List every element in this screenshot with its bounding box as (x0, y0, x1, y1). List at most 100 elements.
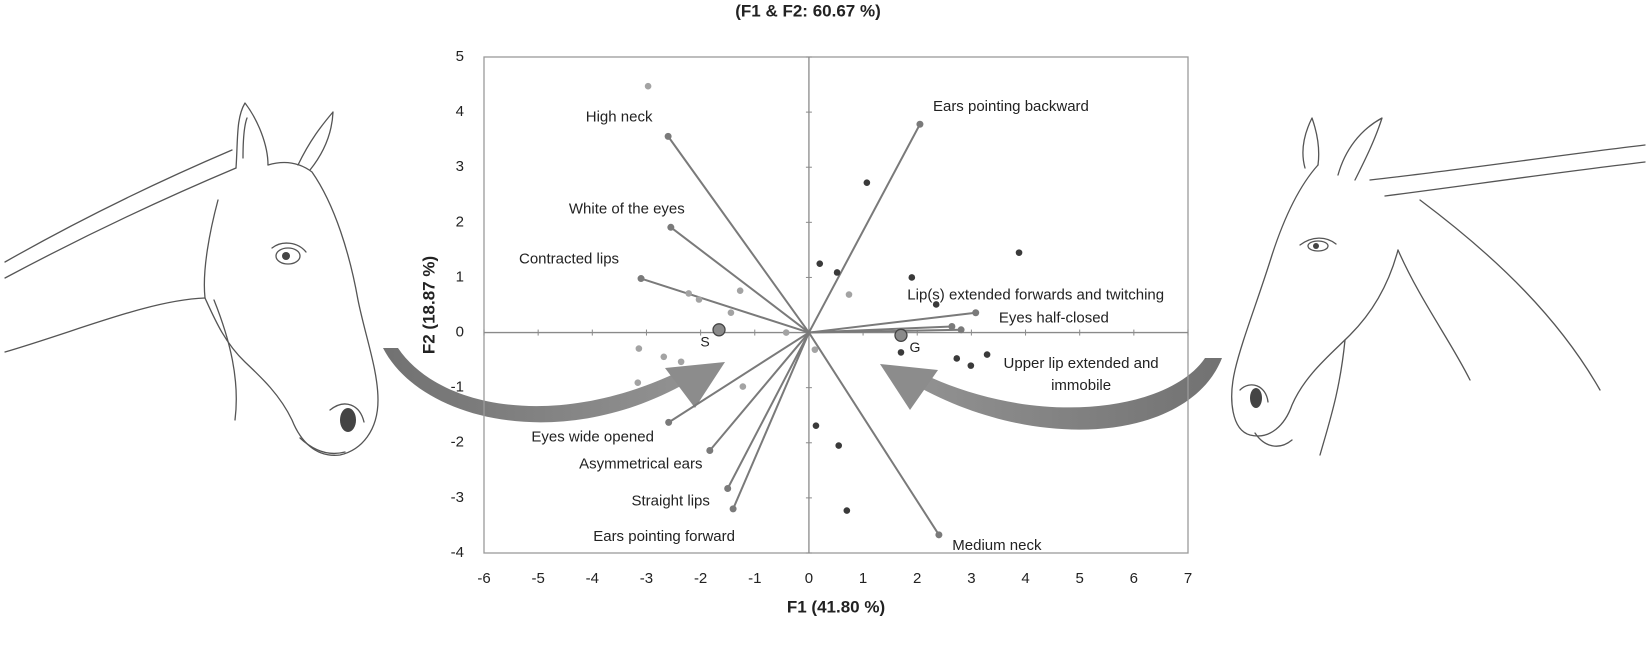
observation-point (739, 383, 747, 390)
y-tick-label: 4 (456, 103, 464, 120)
observation-point (660, 353, 668, 361)
y-tick-label: 2 (456, 213, 464, 230)
horse-sketch-left (4, 102, 379, 456)
vector-end (957, 326, 965, 334)
vector-label: Eyes half-closed (999, 309, 1109, 326)
loading-vector (808, 311, 976, 334)
x-tick-label: 3 (967, 570, 975, 587)
loading-vector (808, 332, 940, 536)
vector-end (724, 485, 732, 493)
observation-point (908, 274, 916, 281)
y-tick-label: 3 (456, 158, 464, 175)
vector-end (665, 418, 673, 426)
vector-end (667, 223, 675, 231)
vector-label: Asymmetrical ears (579, 455, 702, 472)
vector-label-text: Upper lip extended and immobile (1003, 354, 1159, 394)
observation-point (685, 290, 693, 297)
y-tick-label: -3 (451, 489, 464, 506)
x-tick-label: 2 (913, 570, 921, 587)
centroid-point (894, 328, 908, 342)
x-axis-title: F1 (41.80 %) (787, 597, 885, 616)
observation-point (644, 82, 652, 90)
x-tick-label: 1 (859, 570, 867, 587)
observation-point (695, 296, 703, 303)
y-tick-label: -4 (451, 544, 464, 561)
vector-end (972, 309, 980, 317)
arrow-left (383, 348, 725, 423)
vector-label: White of the eyes (569, 200, 685, 217)
centroid-point (712, 323, 726, 337)
observation-point (863, 179, 871, 186)
vector-label: Medium neck (952, 537, 1042, 554)
arrow-right (880, 358, 1222, 430)
x-tick-label: 0 (805, 570, 813, 587)
observation-point (677, 358, 685, 366)
observation-point (811, 346, 819, 353)
observation-point (782, 329, 790, 336)
vector-label: Eyes wide opened (531, 428, 654, 445)
observation-point (967, 362, 975, 369)
vector-label: Lip(s) extended forwards and twitching (907, 287, 1164, 304)
x-tick-label: -1 (748, 570, 761, 587)
y-tick-label: -2 (451, 434, 464, 451)
observation-point (736, 287, 744, 294)
vector-end (664, 132, 672, 140)
vector-end (637, 275, 645, 283)
centroid-label: G (910, 339, 921, 355)
y-tick-label: 5 (456, 48, 464, 65)
vector-label: Upper lip extended and immobile (1003, 354, 1159, 394)
loading-vector (668, 331, 810, 424)
loading-vector (640, 277, 810, 334)
x-tick-label: 4 (1021, 570, 1029, 587)
observation-point (635, 345, 643, 352)
x-tick-label: -5 (531, 570, 544, 587)
plot-frame (483, 56, 1189, 554)
observation-point (812, 422, 820, 429)
vector-label: Contracted lips (519, 251, 619, 268)
observation-point (634, 379, 642, 387)
loading-vector (709, 331, 810, 452)
observation-point (983, 351, 991, 358)
vector-label: Ears pointing backward (933, 98, 1089, 115)
loading-vector (670, 226, 810, 334)
x-tick-label: -6 (477, 570, 490, 587)
vector-end (916, 120, 924, 128)
vector-end (948, 322, 956, 330)
observation-point (727, 309, 735, 317)
vector-end (935, 531, 943, 539)
y-tick-label: -1 (451, 379, 464, 396)
x-tick-label: 5 (1076, 570, 1084, 587)
loading-vector (726, 332, 810, 489)
observation-point (1015, 249, 1023, 256)
observation-point (932, 301, 940, 308)
y-tick-label: 1 (456, 268, 464, 285)
x-tick-label: -2 (694, 570, 707, 587)
plot-layer: -6 -5 -4 -3 -2 -1 0 1 2 3 4 5 6 7 -4 -3 -2 -1 0 1 2 3 4 5 High n… (451, 48, 1193, 587)
loading-vector (808, 328, 962, 334)
vector-end (729, 505, 737, 513)
x-tick-label: -3 (640, 570, 653, 587)
loading-vector (667, 135, 810, 334)
horse-sketch-right (1231, 117, 1646, 456)
observation-point (897, 349, 905, 356)
vector-label: Straight lips (632, 492, 710, 509)
observation-point (816, 260, 824, 267)
chart-title: (F1 & F2: 60.67 %) (735, 1, 881, 20)
loading-vector (732, 332, 810, 510)
observation-point (843, 507, 851, 514)
observation-point (833, 269, 841, 276)
vector-label: Ears pointing forward (593, 528, 735, 545)
vector-end (706, 446, 714, 454)
x-tick-label: -4 (586, 570, 599, 587)
y-tick-label: 0 (456, 324, 464, 341)
observation-point (845, 291, 853, 298)
loading-vector (808, 123, 921, 334)
observation-point (835, 442, 843, 449)
x-tick-label: 7 (1184, 570, 1192, 587)
vector-label: High neck (586, 108, 653, 125)
x-tick-label: 6 (1130, 570, 1138, 587)
y-axis-title: F2 (18.87 %) (419, 256, 438, 354)
